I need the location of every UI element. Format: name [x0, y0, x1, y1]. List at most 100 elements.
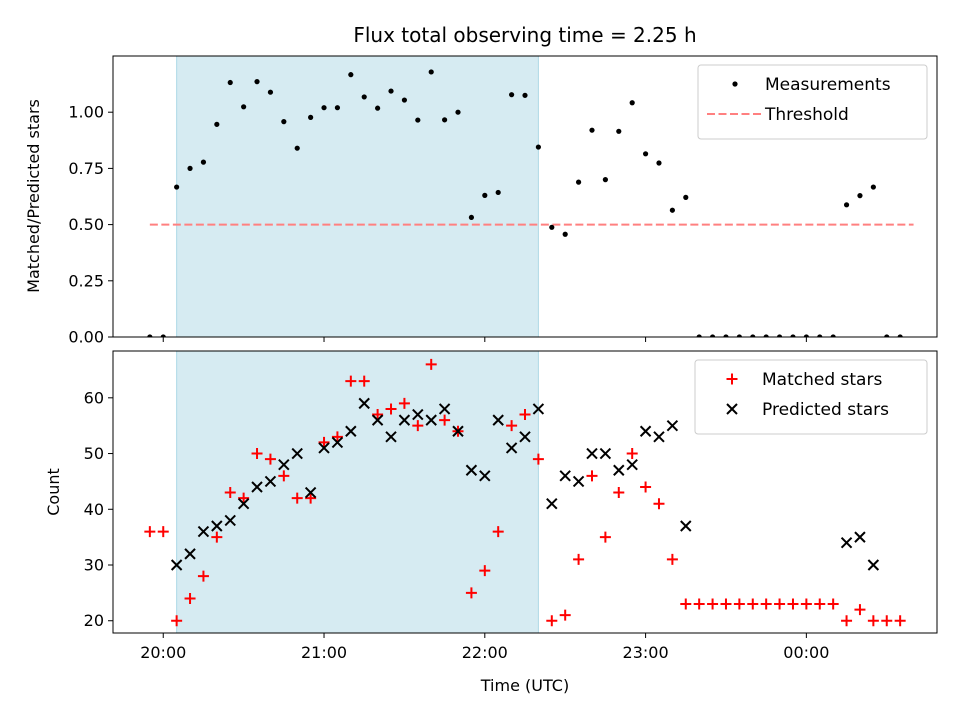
data-point — [452, 425, 464, 437]
data-point — [841, 615, 853, 627]
data-point — [425, 358, 437, 370]
data-point — [171, 615, 183, 627]
data-point — [318, 436, 330, 448]
data-point — [602, 177, 608, 183]
data-point — [573, 553, 585, 565]
data-point — [814, 598, 826, 610]
data-point — [412, 420, 424, 432]
data-point — [291, 492, 303, 504]
data-point — [264, 453, 276, 465]
data-point — [666, 553, 678, 565]
data-point — [308, 114, 314, 120]
data-point — [733, 598, 745, 610]
data-point — [479, 565, 491, 577]
data-point — [294, 145, 300, 151]
data-point — [843, 202, 850, 208]
data-point — [331, 436, 344, 449]
data-point — [763, 334, 769, 337]
data-point — [425, 414, 437, 426]
y-tick-label: 0.50 — [68, 215, 104, 234]
x-axis-label: Time (UTC) — [480, 676, 569, 695]
data-point — [278, 458, 290, 471]
data-point — [586, 447, 598, 460]
data-point — [519, 409, 531, 421]
data-point — [224, 487, 236, 499]
data-point — [680, 520, 692, 532]
data-point — [348, 72, 354, 78]
data-point — [720, 598, 732, 610]
data-point — [398, 397, 410, 409]
data-point — [264, 475, 277, 488]
legend-label: Predicted stars — [762, 400, 889, 420]
x-tick-label: 20:00 — [140, 643, 186, 662]
data-point — [506, 420, 518, 432]
data-point — [626, 458, 638, 471]
data-point — [331, 431, 343, 443]
data-point — [589, 127, 595, 133]
data-point — [693, 598, 705, 610]
data-point — [358, 397, 370, 410]
data-point — [599, 447, 612, 460]
data-point — [184, 548, 196, 560]
y-tick-label: 0.75 — [68, 159, 104, 178]
data-point — [401, 97, 408, 103]
data-point — [817, 334, 823, 337]
x-tick-label: 22:00 — [462, 643, 508, 662]
legend-box — [697, 64, 928, 140]
top-y-axis-label: Matched/Predicted stars — [24, 99, 43, 293]
data-point — [184, 592, 196, 604]
data-point — [465, 587, 477, 599]
data-point — [776, 334, 783, 337]
data-point — [696, 334, 702, 337]
data-point — [160, 334, 166, 337]
data-point — [385, 431, 397, 443]
observing-span-shade — [176, 351, 539, 633]
data-point — [707, 598, 719, 610]
panel-count: 20 30 40 50 60 20:00 21:00 22:00 23:00 00:00 Match… — [84, 350, 938, 662]
data-point — [170, 559, 183, 571]
data-point — [361, 94, 367, 100]
data-point — [224, 514, 236, 527]
data-point — [760, 598, 772, 610]
data-point — [187, 165, 193, 171]
data-point — [238, 492, 250, 504]
data-point — [495, 189, 501, 196]
legend-box — [694, 359, 928, 435]
data-point — [492, 526, 504, 538]
data-point — [281, 119, 287, 125]
data-point — [562, 231, 568, 237]
data-point — [666, 419, 679, 432]
data-point — [881, 615, 893, 627]
data-point — [559, 609, 571, 621]
panel-ratio: 0.00 0.25 0.50 0.75 1.00 Measurements Threshol… — [68, 55, 938, 347]
data-point — [680, 598, 692, 610]
legend-marker-x — [726, 403, 738, 415]
y-tick-label: 50 — [84, 444, 104, 463]
data-point — [482, 192, 488, 198]
data-point — [214, 121, 220, 127]
data-point — [321, 105, 327, 111]
data-point — [479, 470, 491, 482]
data-point — [372, 409, 384, 421]
data-point — [345, 425, 357, 437]
x-tick-label: 23:00 — [623, 643, 669, 662]
plot-layer: 0.00 0.25 0.50 0.75 1.00 Measurements Threshol… — [68, 55, 938, 662]
data-point — [854, 531, 866, 543]
data-point — [468, 214, 475, 221]
data-point — [519, 431, 531, 443]
data-point — [586, 470, 598, 482]
data-point — [505, 442, 518, 454]
y-tick-label: 30 — [84, 556, 104, 575]
data-point — [709, 334, 716, 337]
data-point — [867, 615, 879, 627]
y-tick-label: 1.00 — [68, 103, 104, 122]
bottom-y-axis-label: Count — [44, 468, 63, 516]
data-point — [428, 69, 434, 75]
data-point — [559, 470, 571, 482]
legend-label: Measurements — [765, 75, 891, 95]
data-point — [800, 598, 812, 610]
data-point — [318, 442, 330, 454]
data-point — [575, 179, 582, 185]
data-point — [251, 481, 263, 493]
